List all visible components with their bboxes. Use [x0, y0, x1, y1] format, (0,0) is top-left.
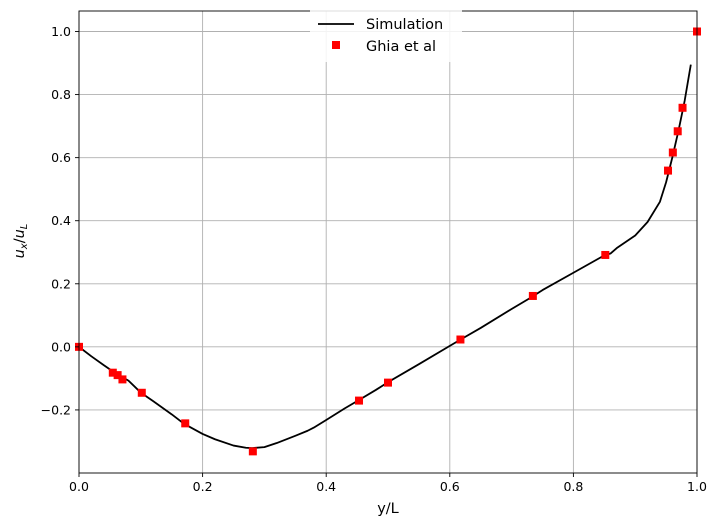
grid-lines — [78, 11, 698, 473]
ghia-marker — [137, 388, 146, 397]
y-axis-label-slash: / — [12, 238, 28, 243]
ghia-marker — [108, 368, 117, 377]
legend-box — [310, 10, 462, 62]
y-axis-label: ux/uL — [12, 224, 30, 259]
ghia-marker — [664, 166, 673, 175]
y-tick-label: 0.4 — [51, 213, 71, 228]
ghia-marker — [355, 396, 364, 405]
x-tick-label: 0.4 — [316, 479, 336, 494]
legend-ghia-label: Ghia et al — [366, 39, 436, 55]
y-axis-label-sub-L: L — [19, 224, 30, 230]
ghia-marker — [118, 375, 127, 384]
y-tick-label: 0.8 — [51, 87, 71, 102]
y-tick-label: 1.0 — [51, 24, 71, 39]
y-axis-label-sub-x: x — [19, 243, 30, 250]
y-tick-label: 0.6 — [51, 150, 71, 165]
tick-layer: 0.0 0.2 0.4 0.6 0.8 1.0 −0.2 0.0 0.2 0.4 0.6 0.8 1.0 — [41, 24, 707, 494]
legend: Simulation Ghia et al — [310, 10, 462, 62]
y-axis-label-u2: u — [12, 229, 28, 238]
y-tick-label: 0.0 — [51, 339, 71, 354]
ghia-marker — [601, 250, 610, 259]
x-tick-label: 0.8 — [563, 479, 583, 494]
legend-simulation-label: Simulation — [366, 17, 443, 33]
ghia-marker — [384, 378, 392, 387]
ghia-marker — [673, 127, 682, 136]
ghia-marker — [248, 447, 257, 456]
ghia-marker — [456, 335, 465, 344]
ghia-marker — [181, 419, 190, 428]
plot-frame — [78, 10, 698, 474]
x-tick-label: 1.0 — [687, 479, 707, 494]
ghia-marker — [113, 371, 122, 380]
x-tick-label: 0.2 — [193, 479, 213, 494]
y-tick-label: 0.2 — [51, 276, 71, 291]
legend-ghia-swatch — [332, 41, 340, 49]
simulation-line — [78, 64, 692, 449]
series-layer — [75, 27, 701, 456]
y-tick-label: −0.2 — [41, 402, 71, 417]
y-axis-label-u: u — [12, 249, 28, 258]
ghia-marker — [528, 291, 537, 300]
ghia-marker — [668, 148, 677, 157]
x-tick-label: 0.6 — [440, 479, 460, 494]
x-axis-label: y/L — [377, 501, 399, 517]
ghia-marker — [678, 103, 687, 112]
x-tick-label: 0.0 — [69, 479, 89, 494]
